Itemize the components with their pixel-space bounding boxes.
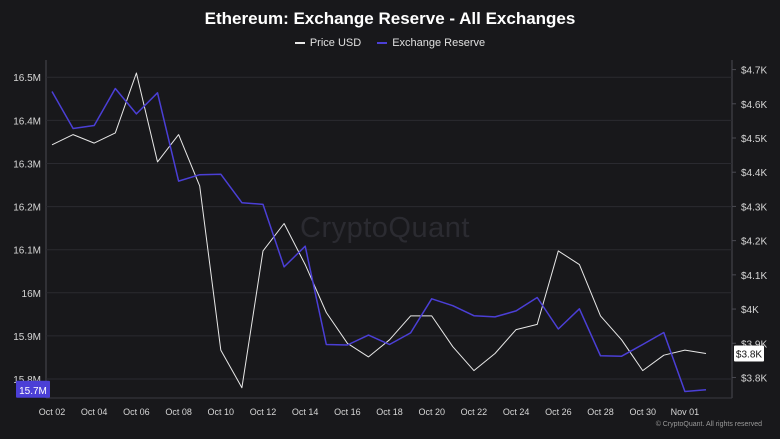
left-tick-label: 16.3M (13, 159, 41, 170)
series-line-price (51, 72, 707, 389)
x-tick-label: Oct 12 (250, 407, 277, 417)
series-line-reserve (51, 87, 707, 393)
right-tick-label: $4.4K (741, 168, 767, 179)
x-tick-label: Oct 14 (292, 407, 319, 417)
legend-swatch-price (294, 42, 305, 44)
chart-title: Ethereum: Exchange Reserve - All Exchang… (204, 9, 576, 28)
right-tick-label: $4.3K (741, 202, 767, 213)
reserve-current-label-bg (16, 380, 50, 398)
legend-item-reserve[interactable]: Exchange Reserve (377, 37, 485, 49)
x-tick-label: Oct 10 (208, 407, 235, 417)
legend-label-reserve: Exchange Reserve (392, 37, 486, 49)
left-tick-label: 15.9M (13, 332, 41, 343)
left-tick-label: 16M (22, 289, 41, 300)
watermark: CryptoQuant (300, 212, 470, 244)
x-tick-label: Oct 28 (587, 407, 614, 417)
right-tick-label: $4.7K (741, 66, 767, 77)
legend-item-price[interactable]: Price USD (294, 37, 362, 49)
x-tick-label: Oct 06 (123, 407, 150, 417)
right-tick-label: $4.2K (741, 237, 767, 248)
reserve-current-label: 15.7M (19, 386, 47, 397)
left-tick-label: 15.8M (13, 375, 41, 386)
x-tick-label: Oct 30 (629, 407, 656, 417)
left-tick-label: 16.4M (13, 116, 41, 127)
legend-swatch-reserve (377, 42, 388, 44)
x-tick-label: Nov 01 (671, 407, 700, 417)
copyright-notice: © CryptoQuant. All rights reserved (655, 421, 762, 428)
x-tick-label: Oct 22 (461, 407, 488, 417)
left-tick-label: 16.1M (13, 246, 41, 257)
chart-legend: Price USD Exchange Reserve (0, 37, 780, 49)
x-tick-label: Oct 16 (334, 407, 361, 417)
right-tick-label: $4.1K (741, 271, 767, 282)
right-tick-label: $3.8K (741, 373, 767, 384)
x-tick-label: Oct 24 (503, 407, 530, 417)
x-tick-label: Oct 20 (418, 407, 445, 417)
price-current-label: $3.8K (736, 350, 762, 361)
left-tick-label: 16.2M (13, 203, 41, 214)
right-tick-label: $4.5K (741, 134, 767, 145)
x-tick-label: Oct 02 (39, 407, 66, 417)
right-tick-label: $4.6K (741, 100, 767, 111)
legend-label-price: Price USD (309, 37, 362, 49)
x-tick-label: Oct 26 (545, 407, 572, 417)
x-tick-label: Oct 08 (165, 407, 192, 417)
x-tick-label: Oct 18 (376, 407, 403, 417)
price-current-label-bg (734, 345, 764, 362)
left-tick-label: 16.5M (13, 73, 41, 84)
x-tick-label: Oct 04 (81, 407, 108, 417)
right-tick-label: $3.9K (741, 339, 767, 350)
right-tick-label: $4K (741, 305, 759, 316)
